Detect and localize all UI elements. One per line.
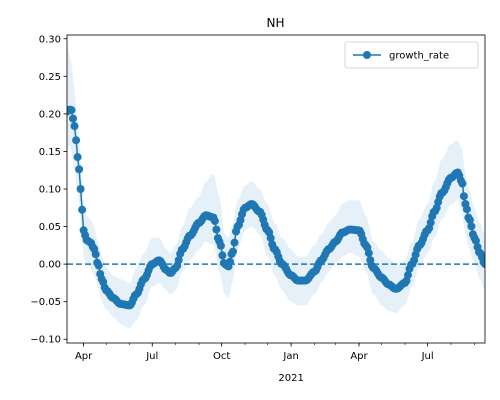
legend-box (344, 41, 479, 69)
legend-marker (363, 51, 371, 59)
data-point (70, 122, 79, 131)
x-tick-label: Apr (350, 351, 368, 362)
data-point (481, 260, 485, 269)
x-tick-label: Jul (145, 351, 158, 362)
data-point (364, 249, 373, 258)
confidence-band (67, 42, 485, 328)
data-point (216, 241, 225, 250)
x-tick-year-label: 2021 (278, 373, 303, 384)
legend-label: growth_rate (389, 51, 449, 62)
data-point (404, 271, 412, 280)
y-tick-label: 0.00 (39, 260, 61, 271)
y-tick-label: −0.05 (30, 297, 61, 308)
data-point (226, 257, 234, 266)
data-point (72, 136, 81, 145)
y-tick-label: 0.10 (39, 185, 61, 196)
data-point (73, 153, 82, 162)
data-point (467, 222, 476, 231)
y-tick-label: −0.10 (30, 335, 61, 346)
data-point (210, 217, 219, 226)
data-point (229, 247, 237, 256)
data-point (459, 192, 468, 201)
data-point (78, 205, 87, 214)
data-point (212, 225, 221, 234)
data-point (465, 216, 474, 224)
data-point (471, 236, 480, 245)
y-tick-label: 0.15 (39, 147, 61, 158)
data-point (462, 205, 471, 214)
data-point (426, 218, 435, 227)
x-tick-label: Apr (75, 351, 93, 362)
data-point (69, 114, 77, 123)
y-tick-label: 0.20 (39, 109, 61, 120)
data-point (75, 165, 84, 174)
chart-title: NH (267, 16, 285, 30)
data-point (230, 238, 239, 247)
x-tick-label: Jan (282, 351, 298, 362)
data-point (91, 250, 100, 259)
legend: growth_rate (344, 41, 479, 69)
data-point (174, 256, 183, 265)
y-tick-label: 0.25 (39, 72, 61, 83)
y-tick-label: 0.30 (39, 34, 61, 45)
data-point (76, 185, 85, 193)
data-point (218, 251, 227, 260)
y-tick-label: 0.05 (39, 222, 61, 233)
data-point (458, 179, 467, 188)
x-tick-label: Oct (213, 351, 230, 362)
data-point (94, 261, 103, 270)
data-point (266, 234, 275, 243)
data-point (67, 106, 76, 115)
x-tick-label: Jul (421, 351, 434, 362)
